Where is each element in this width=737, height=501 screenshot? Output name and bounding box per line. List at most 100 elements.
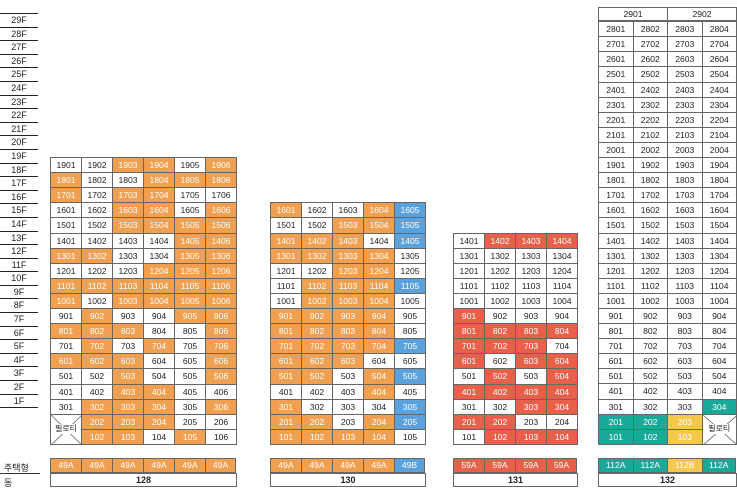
unit-cell[interactable]: 1102 [82,278,113,294]
unit-cell[interactable]: 1202 [302,263,333,279]
unit-cell[interactable]: 703 [668,339,703,355]
unit-cell[interactable]: 603 [668,354,703,370]
unit-cell[interactable]: 2604 [702,52,737,68]
unit-cell[interactable]: 1001 [599,293,634,309]
unit-cell[interactable]: 404 [547,384,578,400]
unit-cell[interactable]: 1501 [271,218,302,234]
unit-cell[interactable]: 602 [633,354,668,370]
unit-cell[interactable]: 901 [271,309,302,325]
unit-cell[interactable]: 403 [668,384,703,400]
unit-cell[interactable]: 304 [364,399,395,415]
unit-cell[interactable]: 804 [364,324,395,340]
unit-cell[interactable]: 1903 [113,158,144,174]
unit-cell[interactable]: 1503 [333,218,364,234]
unit-cell[interactable]: 1105 [175,278,206,294]
unit-cell[interactable]: 303 [113,399,144,415]
unit-cell[interactable]: 203 [113,414,144,430]
unit-cell[interactable]: 104 [364,429,395,445]
unit-cell[interactable]: 304 [144,399,175,415]
unit-cell[interactable]: 301 [271,399,302,415]
unit-cell[interactable]: 604 [144,354,175,370]
unit-cell[interactable]: 2704 [702,37,737,53]
unit-cell[interactable]: 705 [395,339,426,355]
unit-cell[interactable]: 1503 [113,218,144,234]
unit-cell[interactable]: 101 [599,429,634,445]
unit-cell[interactable]: 1902 [82,158,113,174]
unit-cell[interactable]: 806 [206,324,237,340]
unit-cell[interactable]: 1404 [144,233,175,249]
unit-cell[interactable]: 1104 [702,278,737,294]
unit-cell[interactable]: 2201 [599,112,634,128]
unit-cell[interactable]: 302 [485,399,516,415]
unit-cell[interactable]: 503 [333,369,364,385]
unit-cell[interactable]: 701 [599,339,634,355]
unit-cell[interactable]: 1101 [454,278,485,294]
unit-cell[interactable]: 1901 [51,158,82,174]
unit-cell[interactable]: 1103 [113,278,144,294]
unit-cell[interactable]: 902 [485,309,516,325]
unit-cell[interactable]: 602 [302,354,333,370]
unit-cell[interactable]: 1604 [364,203,395,219]
unit-cell[interactable]: 1404 [364,233,395,249]
unit-cell[interactable]: 504 [144,369,175,385]
unit-cell[interactable]: 902 [82,309,113,325]
unit-cell[interactable]: 2304 [702,97,737,113]
unit-cell[interactable]: 2502 [633,67,668,83]
unit-cell[interactable]: 1102 [633,278,668,294]
unit-cell[interactable]: 502 [633,369,668,385]
unit-cell[interactable]: 604 [547,354,578,370]
unit-cell[interactable]: 505 [175,369,206,385]
unit-cell[interactable]: 2503 [668,67,703,83]
unit-cell[interactable]: 1301 [51,248,82,264]
unit-cell[interactable]: 203 [516,414,547,430]
unit-cell[interactable]: 1301 [454,248,485,264]
unit-cell[interactable]: 404 [144,384,175,400]
unit-cell[interactable]: 801 [51,324,82,340]
unit-cell[interactable]: 504 [702,369,737,385]
unit-cell[interactable]: 104 [144,429,175,445]
unit-cell[interactable]: 1106 [206,278,237,294]
unit-cell[interactable]: 1201 [454,263,485,279]
unit-cell[interactable]: 701 [271,339,302,355]
unit-cell[interactable]: 2901 [599,8,668,22]
unit-cell[interactable]: 1504 [702,218,737,234]
unit-cell[interactable]: 2002 [633,142,668,159]
unit-cell[interactable]: 1602 [633,203,668,219]
unit-cell[interactable]: 101 [271,429,302,445]
unit-cell[interactable]: 1501 [51,218,82,234]
unit-cell[interactable]: 2202 [633,112,668,128]
unit-cell[interactable]: 1704 [702,188,737,204]
unit-cell[interactable]: 804 [547,324,578,340]
unit-cell[interactable]: 403 [113,384,144,400]
unit-cell[interactable]: 401 [599,384,634,400]
unit-cell[interactable]: 603 [333,354,364,370]
unit-cell[interactable]: 1005 [395,293,426,310]
unit-cell[interactable]: 802 [485,324,516,340]
unit-cell[interactable]: 1202 [485,263,516,279]
unit-cell[interactable]: 901 [51,309,82,325]
unit-cell[interactable]: 103 [516,429,547,445]
unit-cell[interactable]: 1802 [633,173,668,189]
unit-cell[interactable]: 2203 [668,112,703,128]
unit-cell[interactable]: 2401 [599,82,634,98]
unit-cell[interactable]: 1701 [599,188,634,204]
unit-cell[interactable]: 1401 [599,233,634,249]
unit-cell[interactable]: 2301 [599,97,634,113]
unit-cell[interactable]: 502 [82,369,113,385]
unit-cell[interactable]: 1504 [144,218,175,234]
unit-cell[interactable]: 201 [599,414,634,430]
unit-cell[interactable]: 1002 [302,293,333,310]
unit-cell[interactable]: 1201 [599,263,634,279]
unit-cell[interactable]: 1101 [271,278,302,294]
unit-cell[interactable]: 902 [302,309,333,325]
unit-cell[interactable]: 105 [395,429,426,445]
unit-cell[interactable]: 905 [395,309,426,325]
unit-cell[interactable]: 1402 [82,233,113,249]
unit-cell[interactable]: 1306 [206,248,237,264]
unit-cell[interactable]: 301 [454,399,485,415]
unit-cell[interactable]: 1204 [702,263,737,279]
unit-cell[interactable]: 2601 [599,52,634,68]
unit-cell[interactable]: 304 [702,399,737,415]
unit-cell[interactable]: 303 [333,399,364,415]
unit-cell[interactable]: 702 [302,339,333,355]
